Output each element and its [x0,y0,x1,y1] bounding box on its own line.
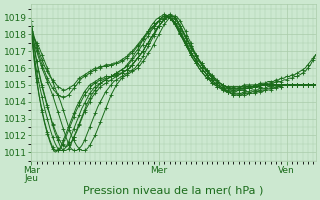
X-axis label: Pression niveau de la mer( hPa ): Pression niveau de la mer( hPa ) [84,186,264,196]
